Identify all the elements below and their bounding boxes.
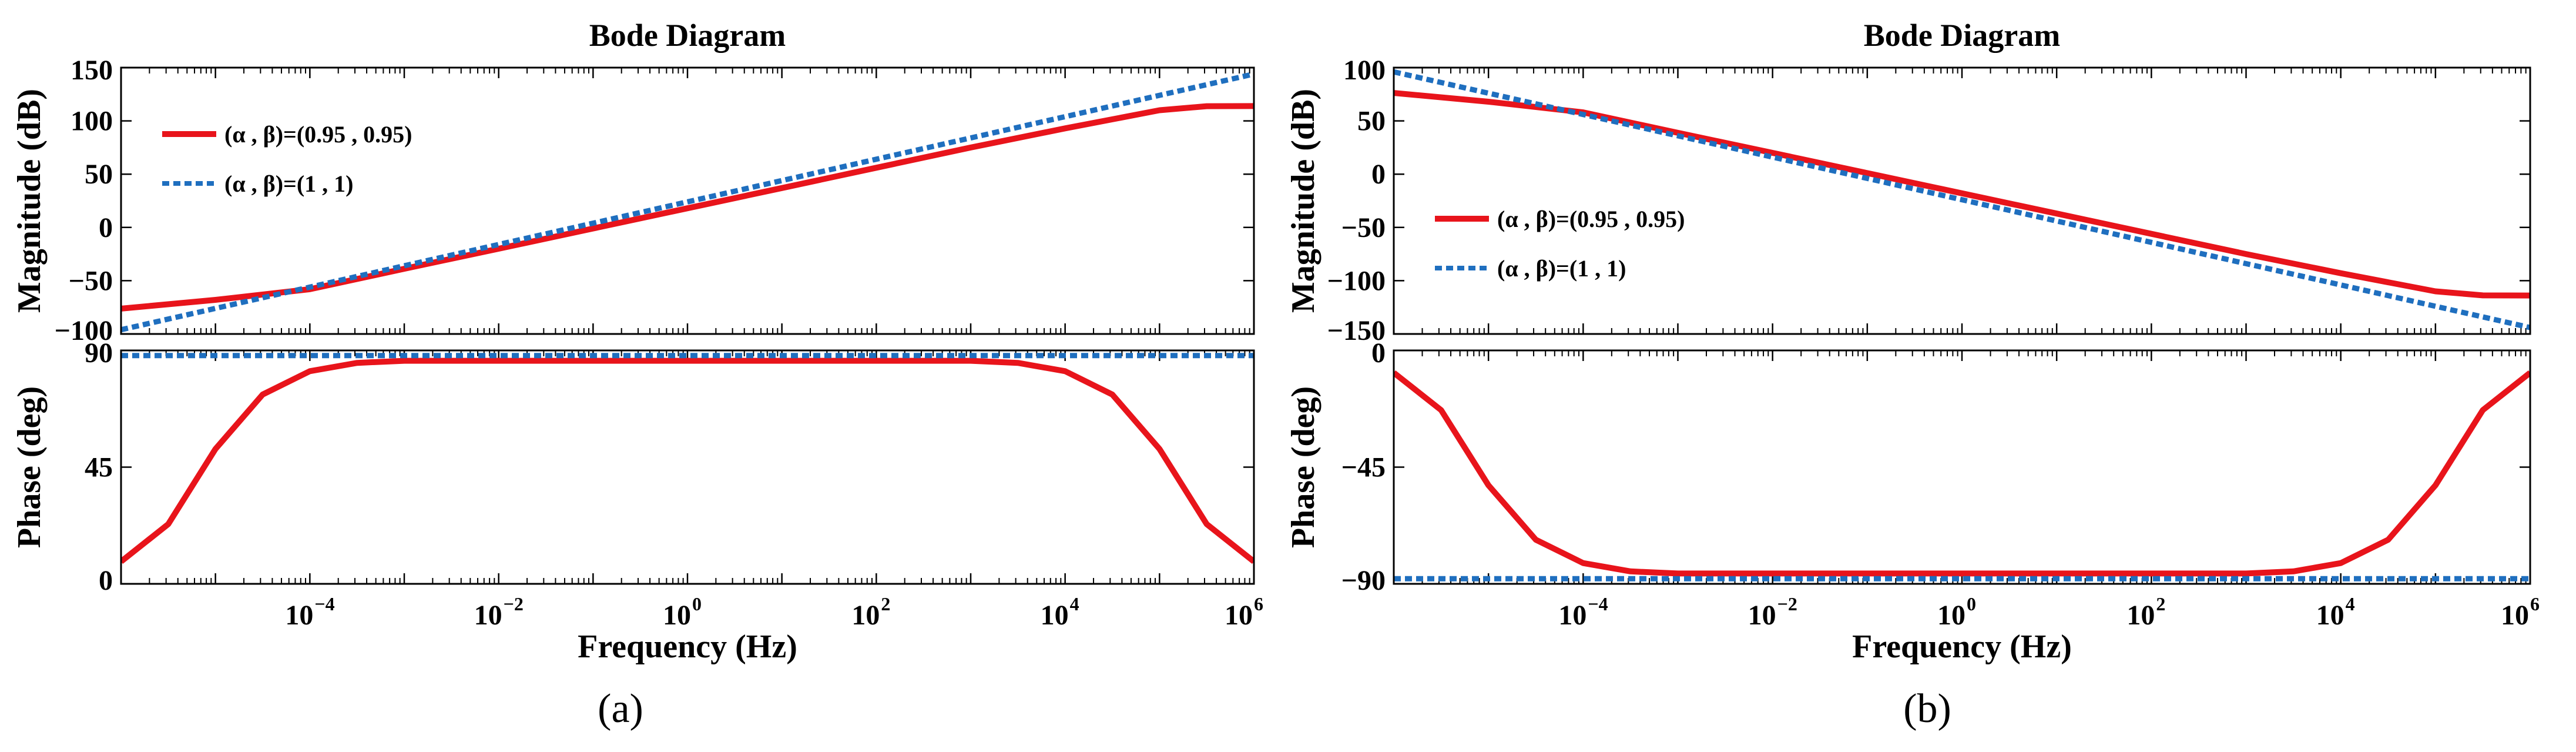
phase-ylabel: Phase (deg) <box>1285 386 1321 548</box>
phase-axes: 0 −45 −90 Phase (deg) <box>1285 337 2531 596</box>
phase-series-alpha-095 <box>121 357 1254 564</box>
x-tick-exponent: 4 <box>2346 593 2355 614</box>
y-tick-label: 50 <box>85 159 113 190</box>
x-tick-base: 10 <box>285 600 313 631</box>
x-tick-base: 10 <box>851 600 880 631</box>
phase-ylabel: Phase (deg) <box>11 386 48 548</box>
x-tick-label: 10 0 <box>663 593 702 631</box>
y-tick-label: 0 <box>1371 159 1386 190</box>
x-tick-exponent: −2 <box>1777 593 1797 614</box>
x-tick-exponent: −4 <box>314 593 334 614</box>
magnitude-series-alpha-1-overlay <box>121 72 1254 332</box>
legend-label: (α , β)=(1 , 1) <box>1497 255 1626 282</box>
legend-label: (α , β)=(0.95 , 0.95) <box>224 121 412 148</box>
x-tick-base: 10 <box>1937 600 1965 631</box>
phase-axes: 90 45 0 Phase (deg) <box>11 337 1255 596</box>
y-tick-label: 0 <box>1371 337 1386 369</box>
x-tick-base: 10 <box>2316 600 2344 631</box>
y-tick-label: 50 <box>1357 106 1386 137</box>
x-tick-exponent: 2 <box>881 593 890 614</box>
x-tick-exponent: 2 <box>2156 593 2165 614</box>
x-tick-exponent: −4 <box>1588 593 1608 614</box>
y-tick-label: 45 <box>85 452 113 483</box>
x-tick-base: 10 <box>1748 600 1776 631</box>
x-tick-exponent: 6 <box>1254 593 1263 614</box>
x-tick-base: 10 <box>663 600 691 631</box>
x-tick-exponent: −2 <box>504 593 524 614</box>
magnitude-plot-frame <box>120 66 1255 335</box>
x-tick-label: 10 2 <box>851 593 890 631</box>
y-tick-label: 150 <box>71 55 113 86</box>
x-tick-label: 10 −2 <box>1748 593 1797 631</box>
legend: (α , β)=(0.95 , 0.95) (α , β)=(1 , 1) <box>162 121 412 197</box>
y-tick-label: −150 <box>1327 315 1386 346</box>
x-tick-label: 10 2 <box>2126 593 2165 631</box>
magnitude-series-alpha-1-overlay <box>1394 70 2530 329</box>
y-tick-label: −100 <box>1327 265 1386 296</box>
x-tick-exponent: 4 <box>1070 593 1079 614</box>
x-tick-label: 10 4 <box>2316 593 2355 631</box>
magnitude-ylabel: Magnitude (dB) <box>1285 89 1321 313</box>
magnitude-plot-frame <box>1393 66 2531 335</box>
x-tick-label: 10 4 <box>1041 593 1079 631</box>
magnitude-series-alpha-095 <box>121 103 1254 312</box>
panel-label: (a) <box>598 686 643 731</box>
x-tick-base: 10 <box>2501 600 2529 631</box>
panel-label: (b) <box>1903 686 1951 731</box>
y-tick-label: −45 <box>1341 452 1386 483</box>
legend-label: (α , β)=(1 , 1) <box>224 171 353 197</box>
phase-plot-frame <box>1393 349 2531 585</box>
legend: (α , β)=(0.95 , 0.95) (α , β)=(1 , 1) <box>1435 206 1685 282</box>
x-tick-base: 10 <box>2126 600 2155 631</box>
chart-title: Bode Diagram <box>1864 18 2060 53</box>
phase-plot-frame <box>120 349 1255 585</box>
x-tick-label: 10 6 <box>2501 593 2540 631</box>
legend-label: (α , β)=(0.95 , 0.95) <box>1497 206 1685 232</box>
x-tick-label: 10 −2 <box>474 593 524 631</box>
x-tick-label: 10 6 <box>1225 593 1263 631</box>
x-tick-base: 10 <box>1558 600 1586 631</box>
y-tick-label: 0 <box>99 212 113 243</box>
x-tick-label: 10 0 <box>1937 593 1976 631</box>
y-tick-label: 100 <box>1343 55 1386 86</box>
x-tick-base: 10 <box>474 600 502 631</box>
y-tick-label: 100 <box>71 106 113 137</box>
y-tick-label: 0 <box>99 565 113 596</box>
phase-series-alpha-095 <box>1394 370 2530 577</box>
x-tick-exponent: 0 <box>692 593 702 614</box>
x-axis-label: Frequency (Hz) <box>578 629 797 665</box>
x-tick-label: 10 −4 <box>1558 593 1608 631</box>
y-tick-label: −50 <box>69 265 113 296</box>
x-tick-base: 10 <box>1225 600 1253 631</box>
y-tick-label: −90 <box>1341 565 1386 596</box>
y-tick-label: −50 <box>1341 212 1386 243</box>
x-tick-exponent: 6 <box>2530 593 2540 614</box>
magnitude-ylabel: Magnitude (dB) <box>11 89 48 313</box>
x-tick-label: 10 −4 <box>285 593 334 631</box>
x-axis-label: Frequency (Hz) <box>1852 629 2072 665</box>
magnitude-series-alpha-095 <box>1394 90 2530 299</box>
chart-title: Bode Diagram <box>589 18 786 53</box>
y-tick-label: 90 <box>85 337 113 369</box>
y-tick-label: −100 <box>55 315 113 346</box>
x-tick-base: 10 <box>1041 600 1069 631</box>
x-tick-exponent: 0 <box>1967 593 1976 614</box>
